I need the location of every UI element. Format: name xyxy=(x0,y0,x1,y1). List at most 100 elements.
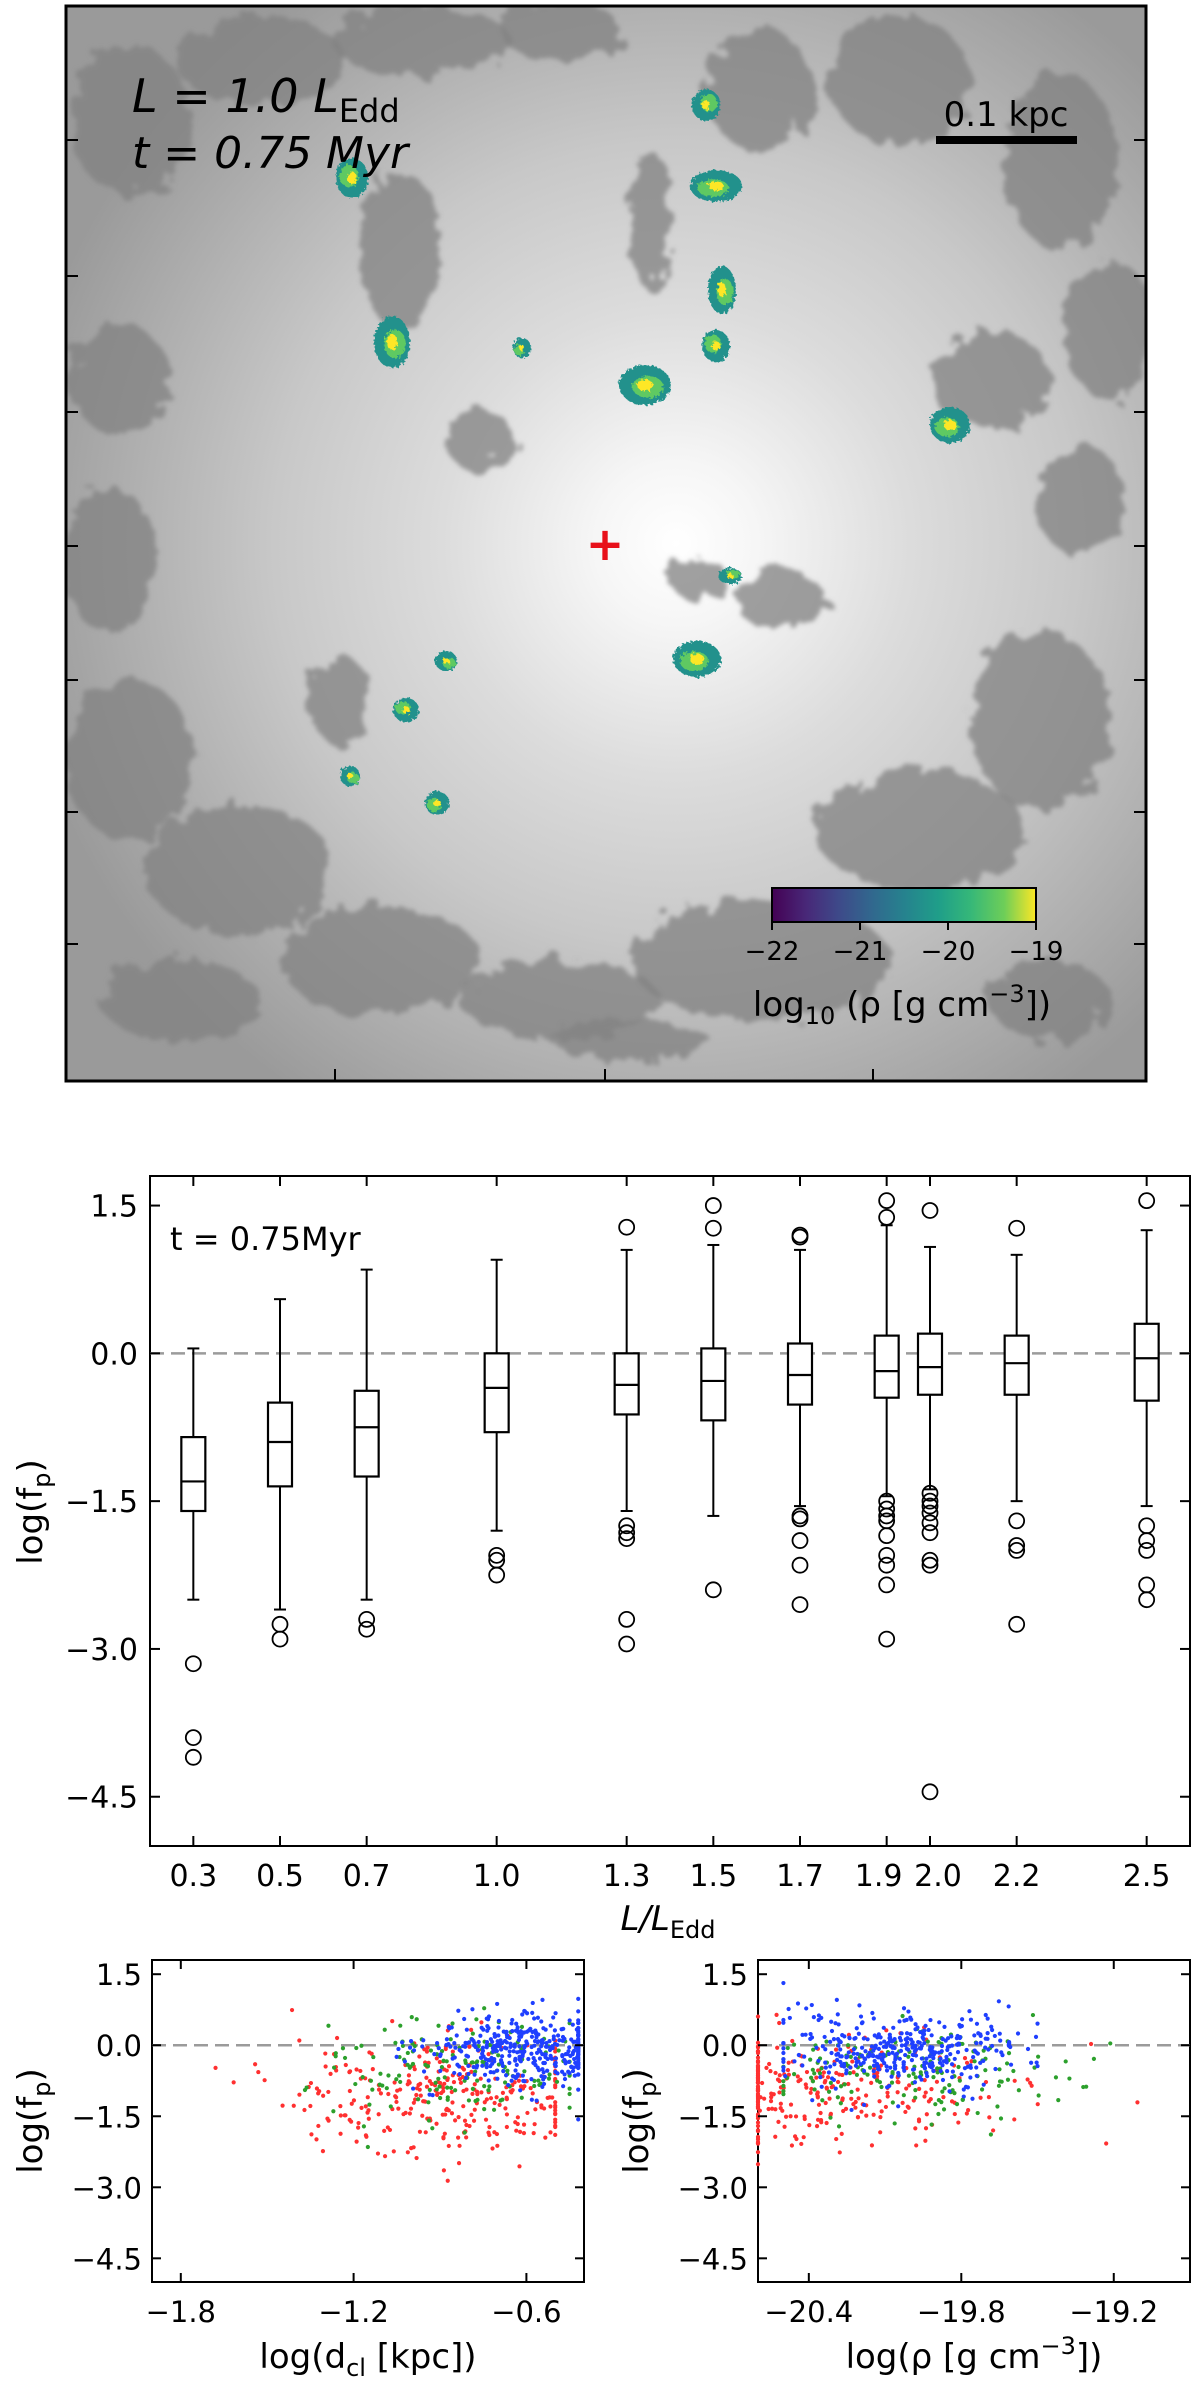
scatter-point xyxy=(514,2021,519,2026)
scatter-point xyxy=(570,2068,576,2074)
outlier-point xyxy=(618,1218,636,1236)
scatter-point xyxy=(931,2075,936,2080)
scatter-point xyxy=(442,2131,447,2136)
scatter-point xyxy=(457,2071,462,2077)
scatter-point xyxy=(781,2050,786,2056)
scatter-point xyxy=(1036,2054,1041,2059)
scatter-point xyxy=(453,2118,458,2123)
scatter-point xyxy=(934,2079,940,2084)
scatter-point xyxy=(1012,2117,1017,2122)
scatter-point xyxy=(755,2141,761,2146)
scatter-point xyxy=(405,2150,410,2155)
scatter-point xyxy=(903,2037,908,2042)
scatter-point xyxy=(833,2047,839,2052)
scatter-point xyxy=(472,2043,477,2048)
scatter-point xyxy=(856,2096,861,2101)
scatter-point xyxy=(983,2012,988,2018)
y-tick-label: −3.0 xyxy=(678,2171,748,2205)
scatter-point xyxy=(859,2077,864,2082)
scatter-point xyxy=(781,2068,786,2073)
scatter-point xyxy=(921,2036,926,2042)
scatter-point xyxy=(401,2112,406,2117)
scatter-point xyxy=(881,2025,886,2030)
scatter-point xyxy=(328,2071,333,2076)
scatter-point xyxy=(504,2095,509,2100)
scatter-point xyxy=(475,2059,480,2064)
scatter-point xyxy=(826,2070,831,2075)
scatter-point xyxy=(778,2105,783,2111)
scatter-point xyxy=(781,2079,786,2084)
scatter-point xyxy=(480,2048,486,2053)
scatter-point xyxy=(384,2086,389,2091)
scatter-point xyxy=(1067,2076,1072,2081)
luminosity-label: L = 1.0 LEdd xyxy=(132,69,400,130)
scatter-point xyxy=(466,2071,471,2077)
scatter-point xyxy=(408,2106,414,2111)
scatter-point xyxy=(393,2040,398,2046)
scatter-point xyxy=(484,2016,489,2021)
scatter-point xyxy=(925,2039,930,2044)
scatter-point xyxy=(845,2043,851,2048)
scatter-point xyxy=(338,2131,343,2136)
x-tick-label: −19.2 xyxy=(1069,2295,1158,2329)
scatter-point xyxy=(985,2036,990,2041)
y-tick-label: −4.5 xyxy=(65,1781,138,1816)
scatter-point xyxy=(755,2055,761,2060)
scale-bar-label: 0.1 kpc xyxy=(944,95,1069,135)
scatter-point xyxy=(996,1999,1001,2004)
box xyxy=(873,1192,900,1648)
scatter-point xyxy=(781,2017,786,2023)
scatter-point xyxy=(838,2101,843,2106)
scatter-point xyxy=(807,2123,812,2128)
scatter-point xyxy=(996,2083,1002,2088)
scatter-point xyxy=(859,2053,864,2059)
scatter-point xyxy=(878,2041,883,2046)
scatter-point xyxy=(1108,2041,1113,2046)
y-tick-label: 0.0 xyxy=(702,2029,748,2063)
scatter-point xyxy=(781,2089,786,2094)
scatter-point xyxy=(495,2043,501,2049)
scatter-point xyxy=(511,2049,516,2054)
scatter-point xyxy=(817,2071,823,2076)
scatter-point xyxy=(326,2089,331,2095)
outlier-point xyxy=(921,1497,939,1515)
outlier-point xyxy=(921,1514,939,1532)
scatter-point xyxy=(1056,2098,1061,2103)
box xyxy=(613,1218,640,1653)
scatter-point xyxy=(409,2014,414,2020)
scatter-point xyxy=(553,2132,558,2137)
scatter-point xyxy=(402,2059,407,2064)
center-cross-marker: + xyxy=(586,517,625,571)
scatter-point xyxy=(409,2146,414,2151)
scatter-point xyxy=(929,2122,934,2127)
scatter-point xyxy=(929,2033,934,2038)
scatter-point xyxy=(398,2023,403,2028)
scatter-point xyxy=(803,2082,808,2087)
boxplot-boxes xyxy=(180,1192,1160,1801)
scatter-point xyxy=(302,2087,308,2093)
box xyxy=(1003,1219,1030,1633)
scatter-point xyxy=(835,2095,840,2100)
scatter-point xyxy=(1135,2100,1140,2105)
scatter-point xyxy=(823,2047,828,2052)
scatter-point xyxy=(889,2080,895,2085)
scatter-point xyxy=(836,2124,842,2129)
scatter-point xyxy=(940,2077,946,2083)
scatter-point xyxy=(342,2055,348,2061)
scatter-point xyxy=(949,2034,954,2039)
scatter-point xyxy=(834,1997,839,2002)
scatter-point xyxy=(394,2054,399,2059)
gas-filament xyxy=(630,900,890,1020)
outlier-point xyxy=(184,1748,202,1766)
scatter-point xyxy=(463,2075,469,2081)
scatter-point xyxy=(890,2100,895,2105)
scatter-point xyxy=(957,2022,962,2028)
scatter-point xyxy=(553,2060,558,2065)
scatter-point xyxy=(890,2050,895,2055)
scatter-point xyxy=(450,2021,455,2026)
scatter-point xyxy=(992,2033,997,2039)
scatter-point xyxy=(552,2028,557,2033)
scatter-point xyxy=(550,2095,555,2100)
outlier-point xyxy=(878,1507,896,1525)
scatter-point xyxy=(416,2082,421,2088)
